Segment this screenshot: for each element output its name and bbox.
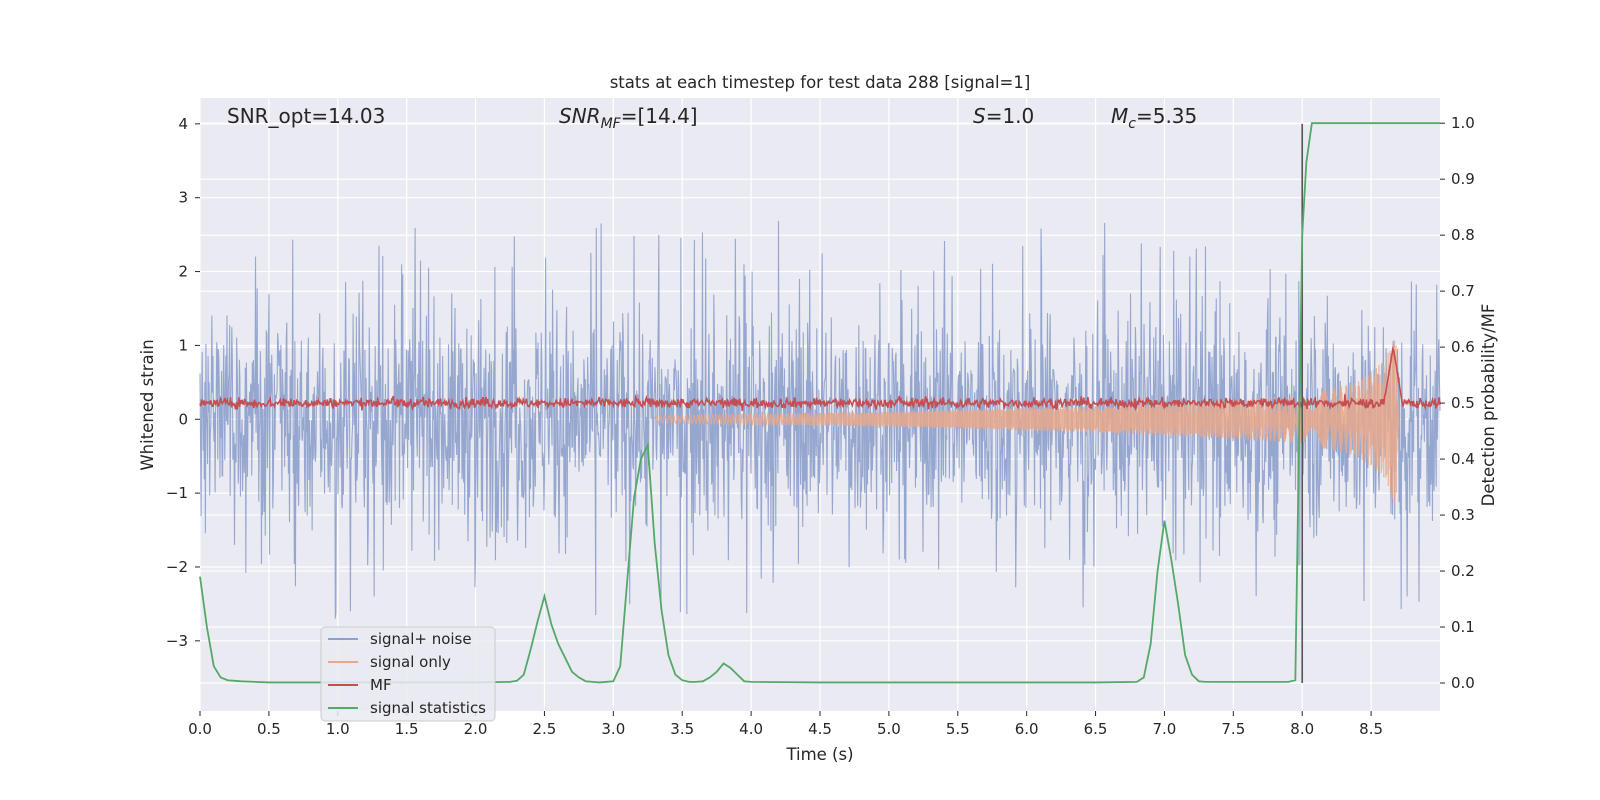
- legend-entry-signal-only: signal only: [328, 653, 451, 671]
- y-tick-label-left: 0: [178, 410, 188, 428]
- y-tick-label-left: 3: [178, 189, 188, 207]
- x-tick-label: 8.5: [1359, 720, 1383, 738]
- legend-box: [320, 626, 496, 722]
- y-axis-label-left: Whitened strain: [138, 339, 157, 470]
- mc-main: M: [1111, 104, 1128, 128]
- y-tick-label-right: 0.3: [1451, 506, 1475, 524]
- x-tick-label: 6.5: [1084, 720, 1108, 738]
- y-tick-label-right: 0.0: [1451, 674, 1475, 692]
- legend-label-signal-noise: signal+ noise: [370, 630, 472, 648]
- x-axis-label: Time (s): [785, 745, 853, 764]
- legend-label-signal-statistics: signal statistics: [370, 699, 486, 717]
- series-layer: [199, 122, 1441, 684]
- series-signal-statistics: [199, 122, 1440, 684]
- x-tick-label: 5.5: [946, 720, 970, 738]
- legend: signal+ noise signal only MF signal stat…: [320, 626, 496, 722]
- snr-mf-subscript: MF: [601, 116, 622, 132]
- snr-mf-annotation: SNRMF=[14.4]: [559, 104, 698, 132]
- x-tick-label: 4.0: [739, 720, 763, 738]
- s-annotation: S=1.0: [973, 104, 1034, 128]
- legend-label-mf: MF: [370, 676, 392, 694]
- y-tick-label-right: 0.2: [1451, 562, 1475, 580]
- y-tick-label-left: −1: [166, 484, 188, 502]
- legend-entry-signal-statistics: signal statistics: [328, 699, 486, 717]
- x-tick-label: 4.5: [808, 720, 832, 738]
- y-axis-label-right: Detection probability/MF: [1479, 304, 1498, 507]
- tick-layer: 0.0 0.5 1.0 1.5 2.0 2.5 3.0 3.5 4.0 4.5 5.0 5.5 6.0 6…: [166, 114, 1475, 738]
- y-tick-label-left: 2: [178, 263, 188, 281]
- x-tick-label: 1.0: [326, 720, 350, 738]
- mc-subscript: c: [1128, 116, 1136, 132]
- x-tick-label: 0.5: [257, 720, 281, 738]
- y-tick-label-right: 0.1: [1451, 618, 1475, 636]
- x-tick-label: 3.5: [670, 720, 694, 738]
- series-mf: [199, 346, 1441, 412]
- x-tick-label: 7.5: [1221, 720, 1245, 738]
- x-tick-label: 1.5: [395, 720, 419, 738]
- legend-entry-mf: MF: [328, 676, 392, 694]
- y-tick-label-right: 0.4: [1451, 450, 1475, 468]
- x-tick-label: 8.0: [1290, 720, 1314, 738]
- y-tick-label-right: 0.5: [1451, 394, 1475, 412]
- y-tick-label-left: −2: [166, 558, 188, 576]
- x-tick-label: 5.0: [877, 720, 901, 738]
- y-tick-label-left: 4: [178, 115, 188, 133]
- x-tick-label: 3.0: [601, 720, 625, 738]
- legend-label-signal-only: signal only: [370, 653, 451, 671]
- mc-annotation: Mc=5.35: [1111, 104, 1197, 132]
- x-tick-label: 2.5: [533, 720, 557, 738]
- s-value: =1.0: [986, 104, 1035, 128]
- x-tick-label: 0.0: [188, 720, 212, 738]
- snr-opt-annotation: SNR_opt=14.03: [227, 104, 385, 128]
- x-tick-label: 6.0: [1015, 720, 1039, 738]
- legend-entry-signal-noise: signal+ noise: [328, 630, 472, 648]
- series-signal-only: [654, 340, 1400, 504]
- y-tick-label-left: −3: [166, 632, 188, 650]
- x-tick-label: 7.0: [1153, 720, 1177, 738]
- y-tick-label-right: 0.7: [1451, 282, 1475, 300]
- snr-mf-value: =[14.4]: [621, 104, 698, 128]
- s-main: S: [973, 104, 986, 128]
- chart-title: stats at each timestep for test data 288…: [610, 73, 1031, 92]
- mc-value: =5.35: [1136, 104, 1197, 128]
- annotations: SNR_opt=14.03 SNRMF=[14.4] S=1.0 Mc=5.35: [227, 104, 1197, 132]
- y-tick-label-right: 0.9: [1451, 170, 1475, 188]
- y-tick-label-right: 1.0: [1451, 114, 1475, 132]
- y-tick-label-right: 0.6: [1451, 338, 1475, 356]
- y-tick-label-right: 0.8: [1451, 226, 1475, 244]
- snr-mf-main: SNR: [559, 104, 601, 128]
- x-tick-label: 2.0: [464, 720, 488, 738]
- y-tick-label-left: 1: [178, 336, 188, 354]
